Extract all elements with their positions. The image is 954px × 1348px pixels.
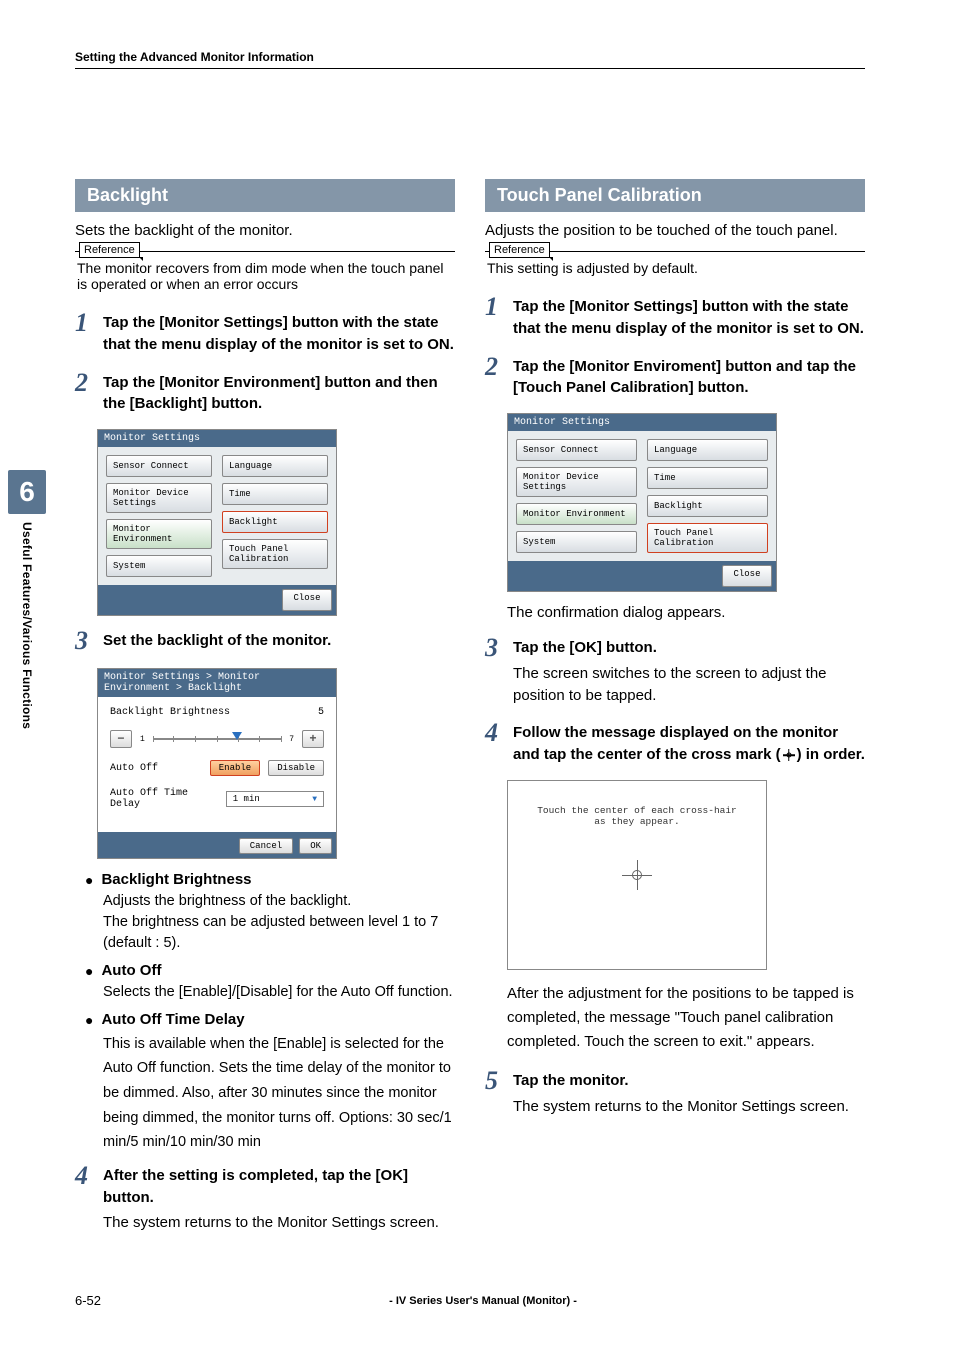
step-number: 4 — [485, 720, 505, 766]
autooff-label: Auto Off — [110, 763, 202, 774]
calibration-heading: Touch Panel Calibration — [485, 179, 865, 212]
r-step-2: Tap the [Monitor Enviroment] button and … — [513, 356, 865, 400]
ss-btn: Language — [222, 455, 328, 477]
bullet-icon: ● — [85, 962, 93, 980]
ss-btn: Sensor Connect — [516, 439, 637, 461]
step-1-text: Tap the [Monitor Settings] button with t… — [103, 312, 455, 356]
backlight-intro: Sets the backlight of the monitor. — [75, 222, 455, 239]
backlight-settings-screenshot: Monitor Settings > Monitor Environment >… — [97, 668, 337, 859]
delay-label: Auto Off Time Delay — [110, 788, 218, 810]
delay-dropdown: 1 min — [226, 791, 324, 807]
ss-btn-highlighted: Backlight — [222, 511, 328, 533]
reference-label: Reference — [79, 242, 140, 258]
screenshot-title: Monitor Settings — [508, 414, 776, 431]
ss-btn-highlighted: Touch Panel Calibration — [647, 523, 768, 553]
r-step-5b: The system returns to the Monitor Settin… — [513, 1096, 865, 1118]
bullet-icon: ● — [85, 871, 93, 889]
ss-btn: System — [516, 531, 637, 553]
ss-btn: Sensor Connect — [106, 455, 212, 477]
step-number: 4 — [75, 1163, 95, 1234]
reference-box: Reference The monitor recovers from dim … — [75, 251, 455, 292]
reference-text: The monitor recovers from dim mode when … — [75, 260, 455, 292]
footer-title: - IV Series User's Manual (Monitor) - — [101, 1295, 865, 1307]
ss-btn: Touch Panel Calibration — [222, 539, 328, 569]
bullet-desc: Adjusts the brightness of the backlight.… — [103, 891, 455, 954]
step-number: 2 — [75, 370, 95, 416]
step-3-text: Set the backlight of the monitor. — [103, 630, 455, 652]
ss-btn: Language — [647, 439, 768, 461]
ok-button: OK — [299, 838, 332, 854]
reference-box: Reference This setting is adjusted by de… — [485, 251, 865, 276]
screenshot-crumb: Monitor Settings > Monitor Environment >… — [98, 669, 336, 697]
monitor-settings-screenshot: Monitor Settings Sensor Connect Monitor … — [97, 429, 337, 616]
close-button: Close — [722, 565, 772, 587]
ss-btn: Monitor Device Settings — [516, 467, 637, 497]
step-number: 1 — [485, 294, 505, 340]
r-step-5t: Tap the monitor. — [513, 1070, 865, 1092]
step-4-body: The system returns to the Monitor Settin… — [103, 1212, 455, 1234]
disable-button: Disable — [268, 760, 324, 776]
page-number: 6-52 — [75, 1293, 101, 1308]
brightness-slider — [153, 738, 281, 740]
step-number: 5 — [485, 1068, 505, 1118]
step-4-title: After the setting is completed, tap the … — [103, 1165, 455, 1209]
r-step-3b: The screen switches to the screen to adj… — [513, 663, 865, 707]
bullet-title: Auto Off — [101, 962, 161, 980]
bullet-icon: ● — [85, 1011, 93, 1029]
step-number: 2 — [485, 354, 505, 400]
crosshair-icon — [622, 860, 652, 890]
ss-btn: System — [106, 555, 212, 577]
r-step-3t: Tap the [OK] button. — [513, 637, 865, 659]
bullet-desc: Selects the [Enable]/[Disable] for the A… — [103, 982, 455, 1003]
cancel-button: Cancel — [239, 838, 293, 854]
step-number: 3 — [485, 635, 505, 706]
ss-btn: Monitor Device Settings — [106, 483, 212, 513]
step-2-after: The confirmation dialog appears. — [507, 604, 865, 621]
right-column: Touch Panel Calibration Adjusts the posi… — [485, 179, 865, 1248]
monitor-settings-screenshot-2: Monitor Settings Sensor Connect Monitor … — [507, 413, 777, 592]
minus-button: − — [110, 730, 132, 748]
bullet-title: Backlight Brightness — [101, 871, 251, 889]
bullet-desc: This is available when the [Enable] is s… — [103, 1032, 455, 1155]
r-step-1: Tap the [Monitor Settings] button with t… — [513, 296, 865, 340]
brightness-value: 5 — [318, 707, 324, 718]
ss-btn: Time — [647, 467, 768, 489]
plus-button: + — [302, 730, 324, 748]
reference-label: Reference — [489, 242, 550, 258]
step-4-after: After the adjustment for the positions t… — [507, 982, 865, 1054]
calibration-intro: Adjusts the position to be touched of th… — [485, 222, 865, 239]
backlight-heading: Backlight — [75, 179, 455, 212]
crosshair-icon — [783, 749, 795, 761]
ss-btn: Monitor Environment — [516, 503, 637, 525]
reference-text: This setting is adjusted by default. — [485, 260, 865, 276]
brightness-label: Backlight Brightness — [110, 707, 230, 718]
left-column: Backlight Sets the backlight of the moni… — [75, 179, 455, 1248]
chapter-label: Useful Features/Various Functions — [20, 522, 34, 729]
step-2-text: Tap the [Monitor Environment] button and… — [103, 372, 455, 416]
step-number: 3 — [75, 628, 95, 654]
ss-btn: Monitor Environment — [106, 519, 212, 549]
chapter-number: 6 — [8, 470, 46, 514]
bullet-title: Auto Off Time Delay — [101, 1011, 244, 1029]
ss-btn: Backlight — [647, 495, 768, 517]
ss-btn: Time — [222, 483, 328, 505]
calib-message: Touch the center of each cross-hair as t… — [508, 805, 766, 827]
close-button: Close — [282, 589, 332, 611]
chapter-tab: 6 Useful Features/Various Functions — [8, 470, 46, 729]
page-footer: 6-52 - IV Series User's Manual (Monitor)… — [75, 1293, 865, 1308]
calibration-screenshot: Touch the center of each cross-hair as t… — [507, 780, 767, 970]
page-header: Setting the Advanced Monitor Information — [75, 50, 865, 69]
enable-button: Enable — [210, 760, 260, 776]
r-step-4t: Follow the message displayed on the moni… — [513, 722, 865, 766]
step-number: 1 — [75, 310, 95, 356]
screenshot-title: Monitor Settings — [98, 430, 336, 447]
